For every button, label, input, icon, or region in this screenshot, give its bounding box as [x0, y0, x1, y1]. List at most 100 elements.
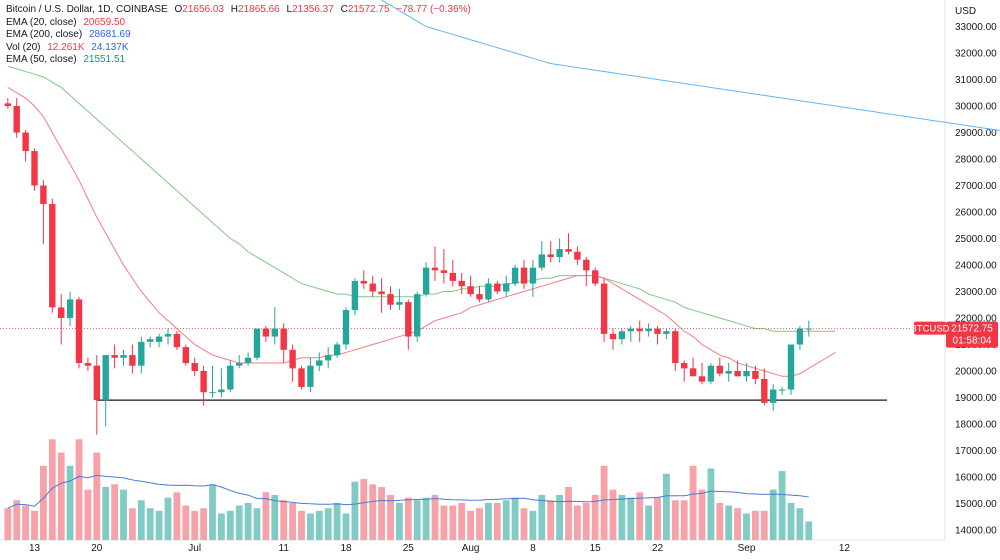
candle-body[interactable]: [725, 371, 732, 374]
candle-body[interactable]: [494, 283, 501, 292]
candle-body[interactable]: [200, 371, 207, 393]
candle-body[interactable]: [342, 310, 350, 345]
candle-body[interactable]: [609, 333, 617, 340]
legend-volume-row[interactable]: Vol (20) 12.261K 24.137K: [6, 42, 471, 55]
candle-body[interactable]: [351, 280, 359, 311]
candle-body[interactable]: [645, 328, 652, 332]
candle-body[interactable]: [253, 328, 261, 358]
candle-body[interactable]: [672, 331, 679, 364]
candle-body[interactable]: [538, 254, 545, 268]
candle-body[interactable]: [387, 294, 394, 305]
candle-body[interactable]: [289, 349, 296, 369]
candle-body[interactable]: [271, 328, 278, 337]
candle-body[interactable]: [325, 355, 332, 361]
candle-body[interactable]: [698, 376, 706, 382]
candle-body[interactable]: [209, 392, 216, 394]
candle-body[interactable]: [556, 249, 563, 258]
candle-body[interactable]: [520, 267, 528, 284]
legend-ema50-row[interactable]: EMA (50, close) 21551.51: [6, 54, 471, 67]
candle-body[interactable]: [796, 328, 804, 345]
candle-body[interactable]: [431, 267, 439, 271]
candle-body[interactable]: [378, 291, 385, 295]
candle-body[interactable]: [600, 283, 608, 334]
candle-body[interactable]: [75, 299, 83, 364]
volume-bar: [146, 508, 154, 540]
candle-body[interactable]: [129, 355, 136, 366]
candle-body[interactable]: [31, 151, 38, 186]
candle-body[interactable]: [654, 328, 661, 334]
candle-body[interactable]: [618, 331, 626, 340]
legend-ema200-row[interactable]: EMA (200, close) 28681.69: [6, 29, 471, 42]
candle-body[interactable]: [565, 249, 572, 252]
candle-body[interactable]: [485, 283, 492, 300]
candle-body[interactable]: [155, 336, 163, 342]
candle-body[interactable]: [298, 368, 305, 387]
candle-body[interactable]: [40, 185, 47, 205]
candle-body[interactable]: [414, 294, 421, 337]
candle-body[interactable]: [458, 280, 465, 287]
candle-body[interactable]: [592, 270, 599, 284]
candle-body[interactable]: [360, 280, 367, 284]
candle-body[interactable]: [761, 378, 768, 403]
candle-body[interactable]: [49, 204, 56, 308]
candle-body[interactable]: [734, 371, 741, 377]
volume-bar: [547, 500, 555, 540]
legend-ema20-row[interactable]: EMA (20, close) 20659.50: [6, 17, 471, 30]
candle-body[interactable]: [449, 272, 456, 281]
candle-body[interactable]: [707, 365, 715, 382]
candle-body[interactable]: [396, 302, 403, 305]
candle-body[interactable]: [182, 347, 189, 364]
candle-body[interactable]: [218, 389, 225, 393]
candle-body[interactable]: [84, 363, 92, 366]
candle-body[interactable]: [752, 371, 759, 379]
candle-body[interactable]: [689, 368, 697, 377]
candle-body[interactable]: [583, 259, 590, 271]
candle-body[interactable]: [787, 344, 795, 390]
candle-body[interactable]: [440, 270, 448, 273]
candle-body[interactable]: [529, 267, 537, 284]
candle-body[interactable]: [58, 307, 65, 318]
candle-body[interactable]: [405, 302, 412, 337]
candle-body[interactable]: [503, 283, 510, 292]
candle-body[interactable]: [66, 299, 74, 318]
candle-body[interactable]: [138, 341, 145, 366]
candle-body[interactable]: [467, 286, 474, 295]
candle-body[interactable]: [770, 389, 777, 403]
candle-body[interactable]: [102, 355, 109, 401]
candle-body[interactable]: [663, 331, 670, 334]
candle-body[interactable]: [244, 357, 252, 364]
candle-body[interactable]: [316, 360, 323, 366]
candle-body[interactable]: [511, 267, 519, 284]
candle-body[interactable]: [111, 355, 118, 358]
candle-body[interactable]: [173, 333, 181, 348]
candle-body[interactable]: [191, 363, 198, 371]
candle-body[interactable]: [147, 339, 154, 342]
candle-body[interactable]: [778, 389, 786, 391]
candle-body[interactable]: [422, 267, 430, 295]
candle-body[interactable]: [262, 328, 270, 337]
candle-body[interactable]: [574, 251, 581, 260]
candle-body[interactable]: [4, 103, 11, 106]
candle-body[interactable]: [547, 254, 554, 258]
candle-body[interactable]: [681, 363, 688, 369]
candle-body[interactable]: [805, 328, 812, 330]
candle-body[interactable]: [333, 344, 341, 356]
chart-legend: Bitcoin / U.S. Dollar, 1D, COINBASE O216…: [6, 4, 471, 67]
candle-body[interactable]: [13, 106, 20, 133]
candle-body[interactable]: [307, 365, 314, 387]
candle-body[interactable]: [22, 132, 29, 152]
candle-body[interactable]: [280, 328, 287, 350]
candle-body[interactable]: [636, 328, 643, 332]
volume-bar: [485, 502, 492, 540]
candle-body[interactable]: [476, 294, 483, 300]
candle-body[interactable]: [743, 371, 750, 377]
candle-body[interactable]: [627, 328, 634, 332]
candle-body[interactable]: [93, 365, 100, 401]
candle-body[interactable]: [164, 333, 172, 337]
candle-body[interactable]: [227, 365, 234, 390]
candle-body[interactable]: [120, 355, 127, 358]
candle-body[interactable]: [716, 365, 723, 374]
candle-body[interactable]: [236, 363, 243, 366]
candle-body[interactable]: [369, 283, 376, 292]
